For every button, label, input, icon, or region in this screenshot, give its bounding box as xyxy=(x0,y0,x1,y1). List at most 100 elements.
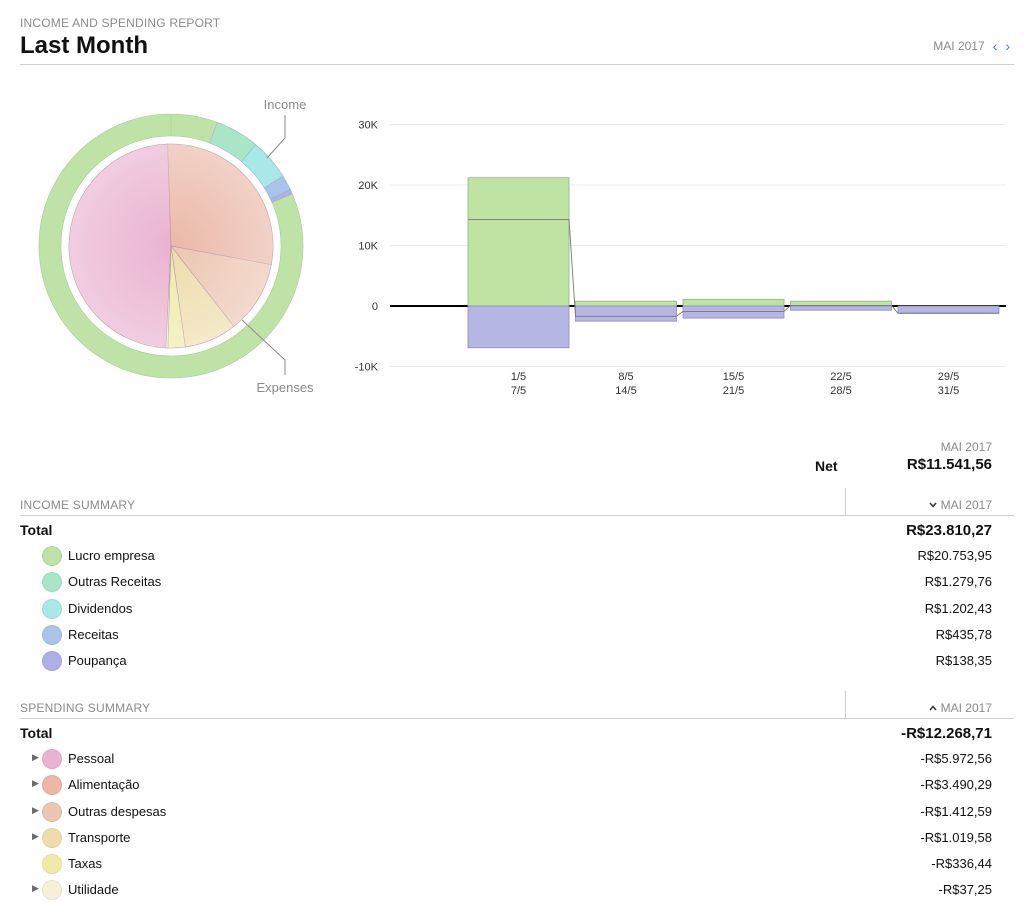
spending-category-label: Pessoal xyxy=(68,751,115,766)
spending-category-row[interactable]: Taxas -R$336,44 xyxy=(20,850,992,876)
net-label: Net xyxy=(815,458,838,474)
spending-total-value: -R$12.268,71 xyxy=(901,725,992,742)
header-divider xyxy=(20,64,1014,65)
expenses-leader-line xyxy=(241,319,286,375)
net-value: R$11.541,56 xyxy=(906,456,992,473)
category-color-swatch xyxy=(42,854,62,875)
chevron-left-icon[interactable]: ‹ xyxy=(992,38,998,54)
income-leader-line xyxy=(266,115,286,159)
y-tick-label: 10K xyxy=(358,241,378,253)
y-tick-label: 30K xyxy=(358,120,378,132)
column-divider xyxy=(845,488,846,516)
category-color-swatch xyxy=(42,598,62,619)
x-tick-label: 15/5 xyxy=(723,371,744,383)
income-category-row[interactable]: Outras Receitas R$1.279,76 xyxy=(20,568,992,594)
spending-category-label: Taxas xyxy=(68,856,102,872)
spending-category-label: Transporte xyxy=(68,829,131,845)
expenses-label: Expenses xyxy=(256,380,314,395)
category-color-swatch xyxy=(42,827,62,848)
donut-slice-income-3[interactable] xyxy=(269,189,293,203)
category-color-swatch xyxy=(42,651,62,672)
expense-bar[interactable] xyxy=(682,305,785,319)
y-tick-label: 0 xyxy=(372,301,378,313)
expense-bar[interactable] xyxy=(790,305,892,311)
expense-bar[interactable] xyxy=(467,305,570,349)
income-period-column[interactable]: MAI 2017 xyxy=(928,498,992,512)
x-tick-label: 21/5 xyxy=(723,385,744,397)
x-tick-label: 31/5 xyxy=(938,385,959,397)
spending-category-label: Alimentação xyxy=(68,777,140,793)
category-color-swatch xyxy=(42,801,62,822)
income-header-rule xyxy=(20,515,1014,516)
income-category-value: R$138,35 xyxy=(935,653,992,669)
report-type-label: INCOME AND SPENDING REPORT xyxy=(20,16,221,30)
income-bar[interactable] xyxy=(467,177,570,307)
category-color-swatch xyxy=(42,775,62,796)
donut-slice-lucro-empresa[interactable] xyxy=(38,113,304,379)
income-category-value: R$1.202,43 xyxy=(924,600,992,616)
spending-category-label: Utilidade xyxy=(68,882,119,898)
spending-category-row[interactable]: ▶ Transporte -R$1.019,58 xyxy=(20,824,992,850)
spending-category-row[interactable]: ▶ Pessoal -R$5.972,56 xyxy=(20,745,992,771)
net-period-label: MAI 2017 xyxy=(940,440,992,454)
spending-category-row[interactable]: ▶ Utilidade -R$37,25 xyxy=(20,876,992,902)
income-total-row: Total R$23.810,27 xyxy=(20,516,992,542)
spending-period-label: MAI 2017 xyxy=(940,701,992,715)
income-category-row[interactable]: Receitas R$435,78 xyxy=(20,621,992,647)
spending-total-label: Total xyxy=(20,725,53,741)
disclosure-triangle-icon[interactable]: ▶ xyxy=(32,830,39,841)
spending-category-value: -R$37,25 xyxy=(938,882,992,898)
x-tick-label: 1/5 xyxy=(511,371,526,383)
spending-header-rule xyxy=(20,718,1014,719)
x-tick-label: 29/5 xyxy=(938,371,959,383)
disclosure-triangle-icon[interactable]: ▶ xyxy=(32,804,39,815)
period-navigator: MAI 2017 ‹ › xyxy=(933,39,1010,53)
income-bar[interactable] xyxy=(575,300,677,307)
income-category-row[interactable]: Dividendos R$1.202,43 xyxy=(20,595,992,621)
disclosure-triangle-icon[interactable]: ▶ xyxy=(32,752,39,762)
income-summary: INCOME SUMMARY MAI 2017 Total R$23.810,2… xyxy=(20,488,1014,673)
income-category-row[interactable]: Poupança R$138,35 xyxy=(20,647,992,673)
category-color-swatch xyxy=(42,624,62,645)
income-total-label: Total xyxy=(20,522,53,538)
spending-category-value: -R$3.490,29 xyxy=(920,777,992,793)
net-line xyxy=(468,219,999,317)
income-category-label: Poupança xyxy=(68,653,127,669)
income-category-value: R$20.753,95 xyxy=(917,548,992,563)
category-color-swatch xyxy=(42,572,62,593)
income-category-label: Lucro empresa xyxy=(68,548,155,563)
spending-category-value: -R$1.412,59 xyxy=(920,803,992,819)
chevron-up-icon[interactable] xyxy=(928,704,938,712)
chevron-right-icon[interactable]: › xyxy=(1005,38,1010,54)
category-color-swatch xyxy=(42,546,62,566)
expense-bar[interactable] xyxy=(897,305,1000,314)
spending-category-value: -R$1.019,58 xyxy=(920,829,992,845)
disclosure-triangle-icon[interactable]: ▶ xyxy=(32,778,39,789)
spending-category-value: -R$336,44 xyxy=(931,856,992,872)
disclosure-triangle-icon[interactable]: ▶ xyxy=(32,883,39,894)
spending-category-row[interactable]: ▶ Alimentação -R$3.490,29 xyxy=(20,771,992,797)
weekly-bar-chart: 30K 20K 10K 0 -10K 1/5 7/5 8/5 14/5 15/5 21/5 22/5 2… xyxy=(355,120,1006,397)
y-tick-label: -10K xyxy=(355,362,379,374)
page-title: Last Month xyxy=(20,32,148,59)
spending-category-value: -R$5.972,56 xyxy=(920,751,992,766)
category-color-swatch xyxy=(42,880,62,901)
x-tick-label: 8/5 xyxy=(618,371,633,383)
spending-category-row[interactable]: ▶ Outras despesas -R$1.412,59 xyxy=(20,798,992,824)
chevron-down-icon[interactable] xyxy=(928,501,938,509)
category-color-swatch xyxy=(42,749,62,769)
x-tick-label: 28/5 xyxy=(830,385,851,397)
period-label: MAI 2017 xyxy=(933,39,985,53)
expense-bar[interactable] xyxy=(575,305,677,322)
income-bar[interactable] xyxy=(682,298,785,307)
x-tick-label: 7/5 xyxy=(511,385,526,397)
income-category-row[interactable]: Lucro empresa R$20.753,95 xyxy=(20,542,992,568)
income-category-value: R$435,78 xyxy=(935,626,992,642)
spending-period-column[interactable]: MAI 2017 xyxy=(928,701,992,715)
income-total-value: R$23.810,27 xyxy=(906,522,992,539)
spending-total-row: Total -R$12.268,71 xyxy=(20,719,992,745)
income-category-label: Receitas xyxy=(68,626,119,642)
x-tick-label: 22/5 xyxy=(830,371,851,383)
income-label: Income xyxy=(264,97,307,112)
income-category-label: Outras Receitas xyxy=(68,574,162,590)
